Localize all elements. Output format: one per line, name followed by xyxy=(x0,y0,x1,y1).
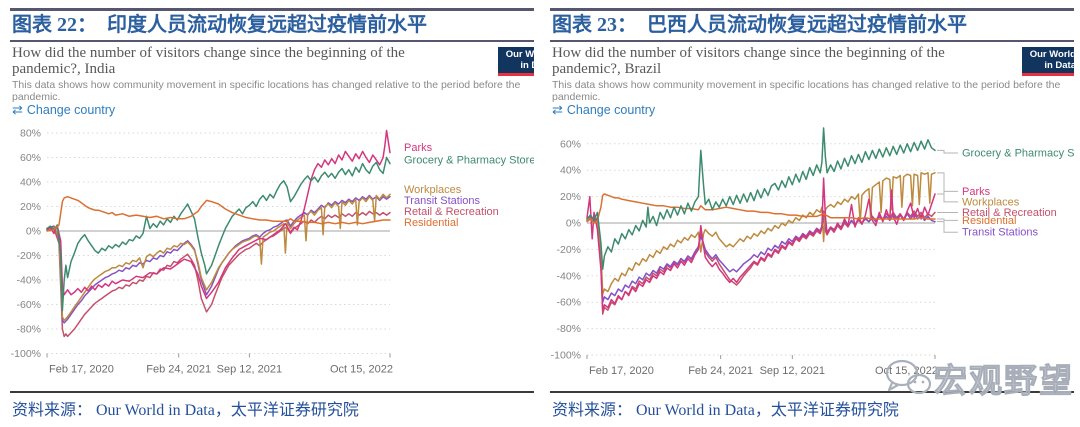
y-axis-label: 20% xyxy=(560,191,581,203)
legend-label: Grocery & Pharmacy Stores xyxy=(404,154,534,166)
y-axis-label: -20% xyxy=(556,244,581,256)
legend-connector xyxy=(937,190,958,195)
y-axis-label: -40% xyxy=(556,270,581,282)
chart-headline: How did the number of visitors change si… xyxy=(12,45,405,77)
source-caption: 资料来源： Our World in Data，太平洋证券研究院 xyxy=(12,402,359,419)
divider xyxy=(10,391,534,393)
grocery-pharmacy-store-line xyxy=(586,127,936,270)
x-axis-label: Sep 12, 2021 xyxy=(760,365,825,377)
y-axis-label: 60% xyxy=(20,152,41,164)
y-axis-label: -80% xyxy=(556,323,581,335)
x-axis-label: Feb 17, 2020 xyxy=(49,364,114,376)
swap-arrows-icon: ⇄ xyxy=(552,102,563,117)
legend-connector xyxy=(937,218,958,221)
divider xyxy=(10,8,534,11)
source-caption: 资料来源： Our World in Data，太平洋证券研究院 xyxy=(552,402,899,419)
figure-title: 图表 23： 巴西人员流动恢复远超过疫情前水平 xyxy=(552,14,967,36)
residential-line xyxy=(46,195,391,232)
y-axis-label: -80% xyxy=(16,324,41,336)
y-axis-label: 40% xyxy=(20,177,41,189)
wechat-icon xyxy=(885,359,932,395)
legend-label: Workplaces xyxy=(404,184,462,196)
legend-connector xyxy=(937,221,958,233)
y-axis-label: 0% xyxy=(26,226,41,238)
owid-logo: Our World in Data xyxy=(1022,47,1074,76)
y-axis-label: -60% xyxy=(556,297,581,309)
legend-connector xyxy=(937,172,958,203)
mobility-line-chart-brazil: 60% 40% 20% 0% -20% -40% -60% -80% -100% Feb 17, … xyxy=(551,127,1074,377)
grocery-pharmacy-stores-line xyxy=(46,156,391,312)
owid-logo-line2: in Data xyxy=(1044,60,1074,71)
x-axis-label: Oct 15, 2022 xyxy=(330,364,393,376)
retail-recreation-line xyxy=(586,210,936,315)
y-axis-label: -20% xyxy=(16,250,41,262)
y-axis-label: -100% xyxy=(11,348,41,360)
owid-logo-line1: Our World xyxy=(1029,49,1074,60)
retail-recreation-line xyxy=(46,210,391,338)
y-axis-label: 40% xyxy=(560,165,581,177)
x-axis-label: Sep 12, 2021 xyxy=(217,364,282,376)
y-axis-label: 20% xyxy=(20,201,41,213)
figure-panel-brazil: 图表 23： 巴西人员流动恢复远超过疫情前水平 How did the numb… xyxy=(550,8,1074,427)
legend-connector xyxy=(937,149,958,154)
divider xyxy=(10,40,534,42)
divider xyxy=(550,8,1074,11)
legend-label: Retail & Recreation xyxy=(962,207,1057,219)
figure-title: 图表 22： 印度人员流动恢复远超过疫情前水平 xyxy=(12,14,427,36)
workplaces-line xyxy=(586,172,936,296)
y-axis-label: -60% xyxy=(16,299,41,311)
figure-panel-india: 图表 22： 印度人员流动恢复远超过疫情前水平 How did the numb… xyxy=(10,8,534,427)
legend-label: Parks xyxy=(404,142,433,154)
y-axis-label: 80% xyxy=(20,128,41,140)
wechat-watermark: 宏观野望 xyxy=(882,352,1080,404)
y-axis-label: -40% xyxy=(16,275,41,287)
legend-label: Residential xyxy=(404,217,458,229)
legend-label: Workplaces xyxy=(962,196,1020,208)
legend-label: Residential xyxy=(962,215,1016,227)
legend-label: Parks xyxy=(962,186,991,198)
parks-line xyxy=(586,177,936,311)
legend-label: Grocery & Pharmacy Store xyxy=(962,148,1074,160)
mobility-line-chart-india: 80% 60% 40% 20% 0% -20% -40% -60% -80% -100% Feb 1… xyxy=(11,128,534,376)
legend-label: Retail & Recreation xyxy=(404,206,499,218)
x-axis-label: Feb 24, 2021 xyxy=(688,365,753,377)
y-axis-label: -100% xyxy=(551,350,581,362)
divider xyxy=(550,40,1074,42)
chart-subtitle: This data shows how community movement i… xyxy=(12,79,521,103)
y-axis-label: 60% xyxy=(560,138,581,150)
chart-subtitle: This data shows how community movement i… xyxy=(552,79,1061,103)
swap-arrows-icon: ⇄ xyxy=(12,102,23,117)
owid-logo-line1: Our World xyxy=(505,49,534,60)
transit-stations-line xyxy=(586,213,936,303)
change-country-label: Change country xyxy=(26,103,116,117)
owid-logo-line2: in Data xyxy=(520,60,534,71)
owid-logo: Our World in Data xyxy=(498,47,534,76)
x-axis-label: Feb 24, 2021 xyxy=(146,364,211,376)
residential-line xyxy=(586,193,936,224)
x-axis-label: Feb 17, 2020 xyxy=(589,365,654,377)
x-axis-label: Oct 15, 2022 xyxy=(875,365,938,377)
chart-headline: How did the number of visitors change si… xyxy=(552,45,945,77)
workplaces-line xyxy=(46,193,391,322)
change-country-link[interactable]: ⇄ Change country xyxy=(552,102,655,118)
watermark-text: 宏观野望 xyxy=(934,362,1074,400)
parks-line xyxy=(46,129,391,300)
y-axis-label: 0% xyxy=(566,218,581,230)
change-country-link[interactable]: ⇄ Change country xyxy=(12,102,115,118)
legend-label: Transit Stations xyxy=(962,227,1039,239)
legend-label: Transit Stations xyxy=(404,195,481,207)
divider xyxy=(550,391,1074,393)
change-country-label: Change country xyxy=(566,103,656,117)
